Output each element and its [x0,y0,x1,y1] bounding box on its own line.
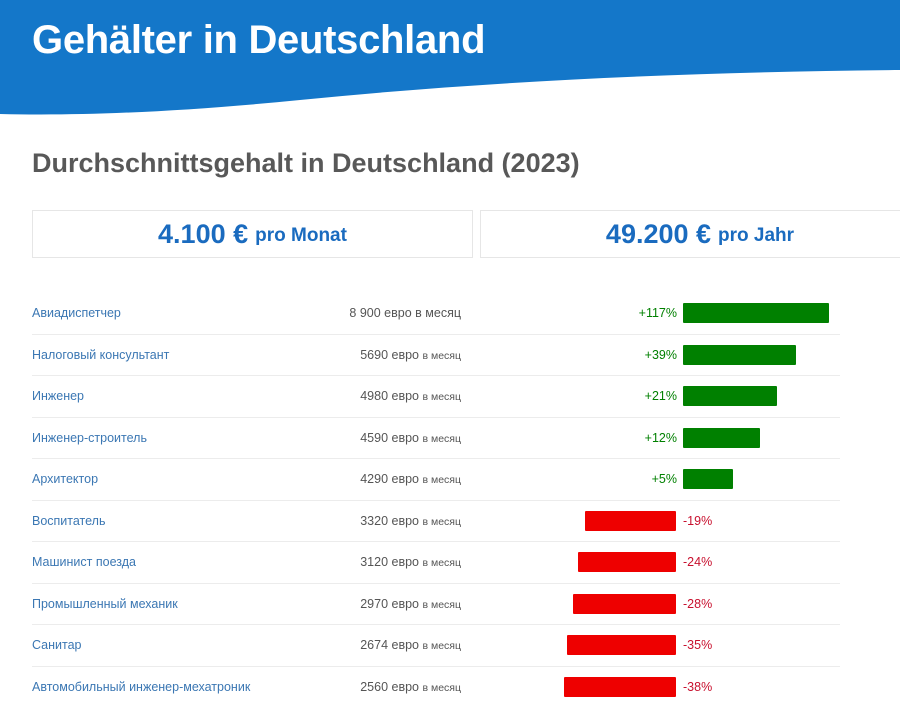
job-link[interactable]: Инженер [32,389,84,403]
job-link[interactable]: Инженер-строитель [32,431,147,445]
table-row: Архитектор 4290 евро в месяц +5% [32,459,840,501]
difference-label: +39% [645,348,677,362]
salary-amount: 4590 евро в месяц [360,431,461,445]
table-row: Воспитатель 3320 евро в месяц -19% [32,501,840,543]
salary-amount-unit: в месяц [422,350,461,362]
salary-amount-value: 2560 евро [360,680,419,694]
salary-amount-value: 3120 евро [360,555,419,569]
salary-amount-unit: в месяц [422,391,461,403]
difference-bar [564,677,676,697]
page-title: Gehälter in Deutschland [32,18,485,63]
job-link[interactable]: Авиадиспетчер [32,306,121,320]
salary-amount-unit: в месяц [422,474,461,486]
salary-amount-value: 5690 евро [360,348,419,362]
salary-amount-value: 4290 евро [360,472,419,486]
salary-amount-unit: в месяц [422,433,461,445]
header-banner: Gehälter in Deutschland [0,0,900,120]
difference-bar [585,511,676,531]
job-link[interactable]: Налоговый консультант [32,348,169,362]
salary-amount: 2970 евро в месяц [360,597,461,611]
salary-amount-unit: в месяц [422,682,461,694]
monthly-salary-card: 4.100 € pro Monat [32,210,473,258]
table-row: Машинист поезда 3120 евро в месяц -24% [32,542,840,584]
monthly-salary-unit: pro Monat [255,225,347,247]
salary-amount-unit: в месяц [422,640,461,652]
table-row: Налоговый консультант 5690 евро в месяц +3… [32,335,840,377]
salary-amount-value: 2970 евро [360,597,419,611]
job-link[interactable]: Автомобильный инженер-мехатроник [32,680,250,694]
difference-bar [573,594,676,614]
difference-bar [567,635,676,655]
salary-amount-value: 4980 евро [360,389,419,403]
difference-bar [683,386,777,406]
salary-amount-value: 3320 евро [360,514,419,528]
table-row: Автомобильный инженер-мехатроник 2560 евр… [32,667,840,707]
salary-amount: 8 900 евро в месяц [349,306,461,320]
salary-amount-value: 2674 евро [360,638,419,652]
salary-amount-value: 8 900 евро [349,306,411,320]
difference-bar [683,345,796,365]
job-link[interactable]: Машинист поезда [32,555,136,569]
difference-bar [578,552,676,572]
salary-amount: 3320 евро в месяц [360,514,461,528]
difference-label: +21% [645,389,677,403]
salary-amount-unit: в месяц [415,306,461,320]
yearly-salary-unit: pro Jahr [718,225,794,247]
salary-amount: 2674 евро в месяц [360,638,461,652]
salary-amount: 4980 евро в месяц [360,389,461,403]
yearly-salary-value: 49.200 € [606,219,711,250]
section-title: Durchschnittsgehalt in Deutschland (2023… [32,148,580,179]
table-row: Промышленный механик 2970 евро в месяц -28… [32,584,840,626]
difference-label: -38% [683,680,712,694]
salary-amount: 3120 евро в месяц [360,555,461,569]
salary-amount: 4290 евро в месяц [360,472,461,486]
salary-amount-unit: в месяц [422,516,461,528]
salary-amount: 2560 евро в месяц [360,680,461,694]
difference-label: -24% [683,555,712,569]
difference-label: +5% [652,472,677,486]
difference-label: +12% [645,431,677,445]
job-link[interactable]: Архитектор [32,472,98,486]
difference-label: -28% [683,597,712,611]
job-link[interactable]: Санитар [32,638,82,652]
difference-bar [683,303,829,323]
salary-amount-unit: в месяц [422,557,461,569]
yearly-salary-card: 49.200 € pro Jahr [480,210,900,258]
difference-bar [683,428,760,448]
table-row: Инженер-строитель 4590 евро в месяц +12% [32,418,840,460]
salary-amount: 5690 евро в месяц [360,348,461,362]
difference-label: +117% [639,306,677,320]
table-row: Санитар 2674 евро в месяц -35% [32,625,840,667]
difference-label: -19% [683,514,712,528]
monthly-salary-value: 4.100 € [158,219,248,250]
table-row: Инженер 4980 евро в месяц +21% [32,376,840,418]
difference-label: -35% [683,638,712,652]
table-row: Авиадиспетчер 8 900 евро в месяц +117% [32,293,840,335]
job-link[interactable]: Воспитатель [32,514,105,528]
salary-amount-unit: в месяц [422,599,461,611]
salary-amount-value: 4590 евро [360,431,419,445]
difference-bar [683,469,733,489]
job-link[interactable]: Промышленный механик [32,597,178,611]
salary-table: Авиадиспетчер 8 900 евро в месяц +117% Нало… [32,293,840,707]
